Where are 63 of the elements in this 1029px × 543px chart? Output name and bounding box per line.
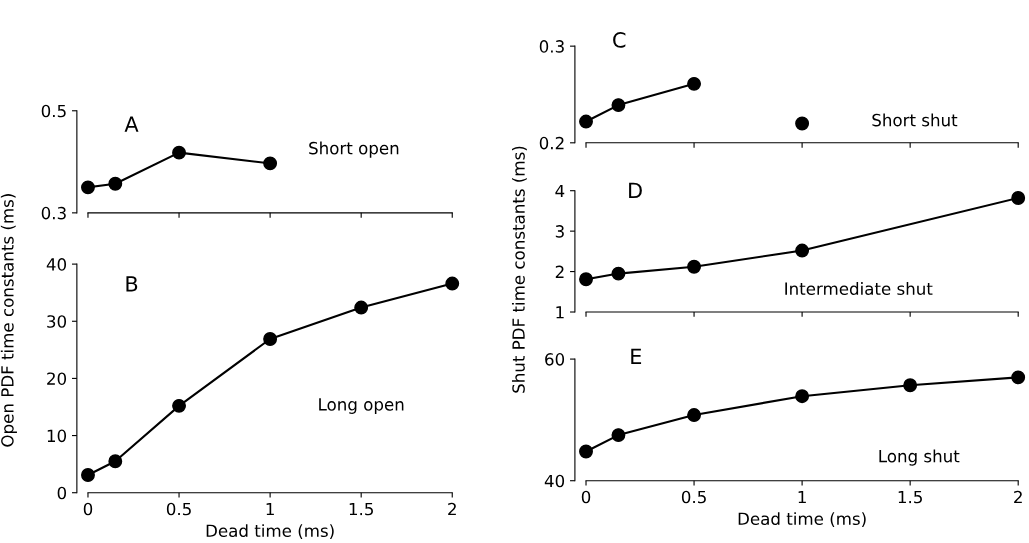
- y-tick-label: 60: [545, 353, 565, 366]
- x-tick-label: 1: [266, 502, 274, 516]
- point: [579, 444, 593, 459]
- x-tick-label: 0.5: [681, 490, 706, 504]
- x-tick-label: 2: [1014, 490, 1022, 504]
- x-tick-label: 0: [581, 490, 591, 504]
- y-tick-label: 40: [46, 258, 67, 271]
- y-tick-label: 4: [555, 184, 565, 198]
- point: [81, 468, 95, 482]
- annotation: E: [631, 348, 642, 364]
- y-tick-label: 0.2: [539, 136, 564, 150]
- y-axis-title: Open PDF time constants (ms): [0, 194, 17, 447]
- point: [172, 145, 186, 160]
- y-tick-label: 40: [544, 474, 565, 488]
- point: [687, 259, 702, 274]
- point: [354, 300, 369, 315]
- x-tick-label: 1.5: [898, 490, 922, 504]
- point: [687, 408, 702, 422]
- annotation: Intermediate shut: [785, 282, 933, 296]
- annotation: C: [613, 32, 626, 48]
- annotation: Short open: [309, 141, 399, 158]
- point: [81, 180, 95, 195]
- point: [263, 332, 278, 346]
- point: [1011, 370, 1026, 385]
- x-axis-title: Dead time (ms): [206, 524, 334, 539]
- y-tick-label: 20: [47, 372, 67, 385]
- annotation: D: [629, 182, 642, 199]
- point: [108, 454, 123, 469]
- x-tick-label: 2: [448, 502, 456, 516]
- point: [579, 272, 593, 287]
- point: [795, 389, 810, 404]
- point: [263, 156, 278, 171]
- point: [687, 76, 702, 91]
- x-tick-label: 0: [83, 502, 93, 516]
- point: [172, 398, 186, 413]
- point: [611, 98, 626, 113]
- point: [611, 428, 626, 443]
- y-tick-label: 0.5: [41, 104, 66, 118]
- y-tick-label: 2: [555, 265, 564, 278]
- y-tick-label: 30: [47, 315, 67, 328]
- x-tick-label: 1: [798, 490, 806, 504]
- y-tick-label: 1: [556, 306, 564, 319]
- point: [795, 116, 810, 131]
- y-axis-title: Shut PDF time constants (ms): [511, 146, 527, 393]
- x-tick-label: 1.5: [349, 502, 373, 516]
- annotation: Long shut: [879, 449, 960, 466]
- annotation: B: [126, 276, 138, 292]
- y-tick-label: 0.3: [41, 206, 66, 220]
- point: [579, 114, 593, 129]
- x-axis-title: Dead time (ms): [738, 512, 866, 527]
- y-tick-label: 10: [47, 429, 67, 443]
- y-tick-label: 0.3: [539, 40, 564, 53]
- point: [903, 378, 918, 393]
- x-tick-label: 0.5: [166, 502, 191, 516]
- annotation: Short shut: [872, 113, 958, 127]
- point: [108, 176, 123, 191]
- point: [1011, 191, 1026, 205]
- y-tick-label: 3: [555, 225, 564, 238]
- point: [611, 266, 626, 281]
- annotation: Long open: [319, 398, 404, 414]
- annotation: A: [124, 116, 139, 132]
- point: [445, 276, 460, 291]
- point: [795, 243, 810, 258]
